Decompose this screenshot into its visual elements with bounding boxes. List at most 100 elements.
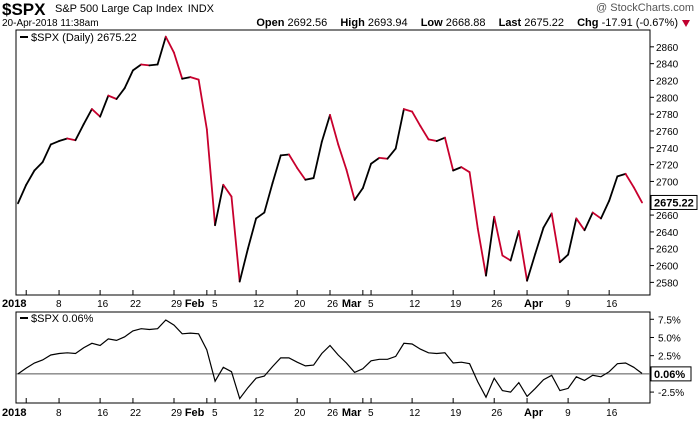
main-x-tick-label: 12 xyxy=(409,299,421,310)
main-y-tick-label: 2580 xyxy=(656,278,679,289)
price-segment xyxy=(205,128,216,227)
ticker-symbol: $SPX xyxy=(2,0,46,19)
price-segment xyxy=(468,171,479,230)
main-y-tick-label: 2820 xyxy=(656,76,679,87)
price-segment xyxy=(279,153,290,157)
sub-y-tick-label: 2.5% xyxy=(658,352,681,363)
price-segment xyxy=(575,217,586,232)
sub-x-tick-label: 22 xyxy=(130,408,142,419)
last-label: Last xyxy=(498,17,522,29)
price-segment xyxy=(370,156,381,165)
price-segment xyxy=(41,143,52,163)
main-x-tick-label: 5 xyxy=(368,299,374,310)
last-price-box xyxy=(650,194,698,210)
sub-x-tick-label: Mar xyxy=(342,407,362,419)
last-price-label: 2675.22 xyxy=(654,197,694,209)
price-segment xyxy=(485,215,496,277)
price-segment xyxy=(550,212,561,264)
price-segment xyxy=(419,125,430,141)
sub-x-tick-label: 9 xyxy=(565,408,571,419)
price-segment xyxy=(132,63,143,72)
sub-x-tick-label: 26 xyxy=(491,408,503,419)
exchange-label: INDX xyxy=(187,3,214,15)
price-segment xyxy=(17,183,28,205)
main-x-tick-label: Mar xyxy=(342,298,362,310)
sub-x-tick-label: 16 xyxy=(606,408,618,419)
main-x-tick-label: 26 xyxy=(491,299,503,310)
sub-y-tick-label: 5.0% xyxy=(658,333,681,344)
sub-x-tick-label: 29 xyxy=(171,408,183,419)
price-segment xyxy=(263,182,274,214)
price-segment xyxy=(288,153,299,169)
price-segment xyxy=(337,143,348,171)
price-segment xyxy=(526,252,537,282)
price-segment xyxy=(181,76,192,80)
price-segment xyxy=(90,108,102,118)
price-segment xyxy=(312,140,323,179)
price-segment xyxy=(271,154,282,185)
main-y-tick-label: 2840 xyxy=(656,60,679,71)
quote-datetime: 20-Apr-2018 11:38am xyxy=(2,18,99,29)
price-segment xyxy=(616,172,627,178)
low-value: 2668.88 xyxy=(445,17,486,29)
main-panel-frame xyxy=(15,29,651,296)
main-x-tick-label: 12 xyxy=(253,299,265,310)
low-label: Low xyxy=(420,17,443,29)
price-segment xyxy=(156,35,167,66)
sub-x-tick-label: Apr xyxy=(524,407,544,419)
sub-x-tick-label: 26 xyxy=(327,408,339,419)
price-segment xyxy=(164,35,175,54)
price-segment xyxy=(567,217,578,256)
high-value: 2693.94 xyxy=(367,17,408,29)
down-arrow-icon xyxy=(682,20,690,27)
price-segment xyxy=(583,211,594,232)
main-y-tick-label: 2720 xyxy=(656,161,679,172)
price-segment xyxy=(427,138,438,142)
main-y-tick-label: 2800 xyxy=(656,93,679,104)
main-x-tick-label: 9 xyxy=(565,299,571,310)
change-value: -17.91 (-0.67%) xyxy=(601,17,678,29)
sub-legend: $SPX 0.06% xyxy=(31,313,94,325)
sub-x-tick-label: 12 xyxy=(409,408,421,419)
price-segment xyxy=(517,230,528,282)
sub-x-tick-label: 19 xyxy=(450,408,462,419)
price-segment xyxy=(394,108,405,150)
price-segment xyxy=(345,168,356,201)
main-x-tick-label: Feb xyxy=(185,298,205,310)
sub-x-tick-label: 12 xyxy=(253,408,265,419)
price-segment xyxy=(591,211,602,220)
price-segment xyxy=(82,108,93,126)
sub-x-tick-label: Feb xyxy=(185,407,205,419)
sub-x-tick-label: 8 xyxy=(56,408,62,419)
last-value: 2675.22 xyxy=(524,17,565,29)
price-segment xyxy=(476,227,487,277)
price-segment xyxy=(304,177,315,181)
main-x-tick-label: 2018 xyxy=(2,298,26,310)
price-segment xyxy=(558,253,570,264)
main-x-tick-label: 22 xyxy=(130,299,142,310)
sub-x-tick-label: 5 xyxy=(368,408,374,419)
price-segment xyxy=(600,199,611,220)
price-segment xyxy=(296,167,307,181)
main-x-tick-label: 5 xyxy=(212,299,218,310)
sub-panel-frame xyxy=(15,311,651,404)
price-segment xyxy=(460,166,471,174)
price-segment xyxy=(66,137,77,142)
price-segment xyxy=(33,161,44,172)
index-name: S&P 500 Large Cap Index xyxy=(55,3,183,15)
main-x-tick-label: 8 xyxy=(56,299,62,310)
sub-x-tick-label: 5 xyxy=(212,408,218,419)
main-y-tick-label: 2640 xyxy=(656,228,679,239)
price-segment xyxy=(74,123,85,142)
open-label: Open xyxy=(256,17,285,29)
main-y-tick-label: 2700 xyxy=(656,177,679,188)
price-segment xyxy=(386,147,397,160)
quote-summary: Open 2692.56 High 2693.94 Low 2668.88 La… xyxy=(252,17,678,29)
price-segment xyxy=(402,108,414,113)
price-segment xyxy=(329,114,340,146)
price-segment xyxy=(452,166,463,172)
price-segment xyxy=(255,211,266,220)
main-x-tick-label: 19 xyxy=(450,299,462,310)
price-segment xyxy=(501,254,512,262)
